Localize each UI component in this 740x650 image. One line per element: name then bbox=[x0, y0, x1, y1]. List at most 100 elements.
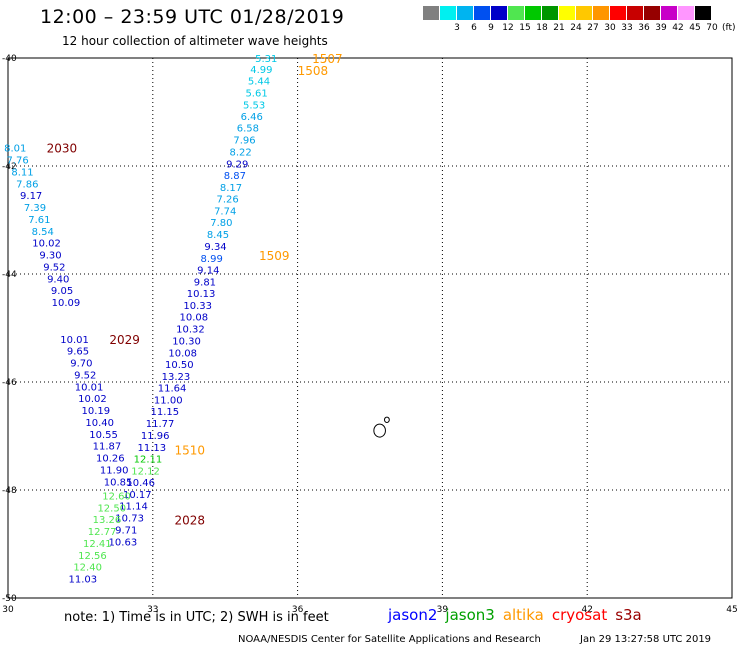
swh-value-label: 10.32 bbox=[176, 325, 205, 336]
swh-value-label: 5.44 bbox=[248, 77, 270, 88]
swh-value-label: 5.53 bbox=[243, 100, 265, 111]
color-scale-swatch bbox=[593, 6, 609, 20]
swh-value-label: 12.12 bbox=[131, 467, 160, 478]
color-scale-swatch bbox=[542, 6, 558, 20]
color-scale-swatch bbox=[610, 6, 626, 20]
swh-value-label: 10.33 bbox=[183, 301, 212, 312]
swh-value-label: 7.74 bbox=[214, 206, 236, 217]
x-tick-label: 45 bbox=[726, 605, 737, 615]
swh-value-label: 11.87 bbox=[93, 442, 122, 453]
swh-value-label: 11.64 bbox=[158, 383, 187, 394]
swh-value-label: 8.87 bbox=[224, 171, 246, 182]
page-title: 12:00 – 23:59 UTC 01/28/2019 bbox=[40, 6, 345, 28]
swh-value-label: 9.40 bbox=[47, 274, 69, 285]
swh-value-label: 10.40 bbox=[85, 418, 114, 429]
track-number-label: 2029 bbox=[109, 333, 140, 347]
swh-value-label: 10.02 bbox=[32, 239, 61, 250]
swh-value-label: 8.01 bbox=[4, 144, 26, 155]
swh-value-label: 10.19 bbox=[82, 406, 111, 417]
swh-value-label: 10.17 bbox=[123, 490, 152, 501]
color-scale-swatch bbox=[508, 6, 524, 20]
swh-value-label: 5.31 bbox=[255, 54, 277, 65]
swh-value-label: 9.30 bbox=[39, 251, 61, 262]
track-number-label: 1510 bbox=[175, 444, 206, 458]
swh-value-label: 5.61 bbox=[245, 89, 267, 100]
swh-value-label: 9.34 bbox=[204, 242, 226, 253]
y-tick-label: -46 bbox=[2, 378, 17, 388]
swh-value-label: 12.77 bbox=[88, 527, 117, 538]
swh-value-label: 11.13 bbox=[138, 443, 167, 454]
swh-value-label: 8.54 bbox=[32, 227, 54, 238]
color-scale-swatch bbox=[457, 6, 473, 20]
color-scale-label: 39 bbox=[655, 23, 667, 33]
swh-value-label: 12.41 bbox=[83, 539, 112, 550]
y-tick-label: -42 bbox=[2, 162, 17, 172]
track-number-label: 1507 bbox=[312, 52, 343, 66]
swh-value-label: 11.03 bbox=[68, 575, 97, 586]
swh-value-label: 9.17 bbox=[20, 191, 42, 202]
color-scale-unit: (ft) bbox=[722, 23, 736, 33]
y-tick-label: -50 bbox=[2, 594, 17, 604]
swh-value-label: 10.63 bbox=[109, 537, 138, 548]
swh-value-label: 8.11 bbox=[11, 167, 33, 178]
swh-value-label: 10.50 bbox=[165, 360, 194, 371]
swh-value-label: 6.58 bbox=[237, 124, 259, 135]
color-scale-swatch bbox=[525, 6, 541, 20]
color-scale-swatch bbox=[491, 6, 507, 20]
swh-value-label: 10.01 bbox=[60, 335, 89, 346]
satellite-legend: jason2 jason3 altika cryosat s3a bbox=[388, 606, 650, 624]
color-scale-label: 15 bbox=[519, 23, 531, 33]
color-scale-label: 9 bbox=[488, 23, 494, 33]
color-scale-label: 6 bbox=[471, 23, 477, 33]
swh-value-label: 10.85 bbox=[104, 477, 133, 488]
swh-value-label: 9.71 bbox=[115, 525, 137, 536]
track-number-label: 1508 bbox=[298, 64, 329, 78]
legend-jason3: jason3 bbox=[445, 606, 495, 624]
swh-value-label: 9.05 bbox=[51, 286, 73, 297]
color-scale-swatch bbox=[661, 6, 677, 20]
color-scale-swatch bbox=[440, 6, 456, 20]
legend-altika: altika bbox=[502, 606, 544, 624]
color-scale-swatch bbox=[627, 6, 643, 20]
color-scale-label: 70 bbox=[706, 23, 718, 33]
swh-value-label: 10.08 bbox=[180, 313, 209, 324]
swh-value-label: 9.81 bbox=[194, 278, 216, 289]
timestamp-text: Jan 29 13:27:58 UTC 2019 bbox=[580, 634, 712, 645]
island-outline bbox=[373, 423, 386, 438]
swh-value-label: 10.01 bbox=[75, 382, 104, 393]
color-scale-swatch bbox=[576, 6, 592, 20]
x-tick-label: 42 bbox=[581, 605, 592, 615]
swh-value-label: 10.02 bbox=[78, 394, 107, 405]
swh-value-label: 11.90 bbox=[100, 465, 129, 476]
x-tick-label: 33 bbox=[147, 605, 158, 615]
swh-value-label: 12.40 bbox=[73, 563, 102, 574]
swh-value-label: 10.73 bbox=[115, 514, 144, 525]
swh-value-label: 10.46 bbox=[126, 478, 155, 489]
swh-value-label: 11.00 bbox=[154, 395, 183, 406]
swh-value-label: 7.96 bbox=[233, 136, 255, 147]
track-number-label: 2030 bbox=[47, 142, 78, 156]
color-scale-swatch bbox=[559, 6, 575, 20]
x-tick-label: 36 bbox=[292, 605, 304, 615]
color-scale-label: 18 bbox=[536, 23, 548, 33]
track-number-label: 2028 bbox=[175, 514, 206, 528]
credit-text: NOAA/NESDIS Center for Satellite Applica… bbox=[238, 634, 541, 645]
swh-value-label: 8.45 bbox=[207, 230, 229, 241]
legend-s3a: s3a bbox=[615, 606, 642, 624]
x-tick-label: 30 bbox=[2, 605, 14, 615]
x-tick-label: 39 bbox=[437, 605, 449, 615]
track-number-label: 1509 bbox=[259, 249, 290, 263]
swh-value-label: 8.99 bbox=[201, 254, 223, 265]
swh-value-label: 10.30 bbox=[172, 336, 201, 347]
island-outline bbox=[383, 416, 390, 423]
legend-jason2: jason2 bbox=[388, 606, 438, 624]
color-scale-swatch bbox=[695, 6, 711, 20]
color-scale-label: 12 bbox=[502, 23, 514, 33]
swh-value-label: 11.96 bbox=[141, 431, 170, 442]
swh-value-label: 7.26 bbox=[216, 194, 238, 205]
swh-value-label: 6.46 bbox=[241, 112, 263, 123]
swh-value-label: 9.65 bbox=[67, 347, 89, 358]
swh-value-label: 4.99 bbox=[250, 65, 272, 76]
color-scale-swatch bbox=[678, 6, 694, 20]
swh-value-label: 12.50 bbox=[97, 503, 126, 514]
